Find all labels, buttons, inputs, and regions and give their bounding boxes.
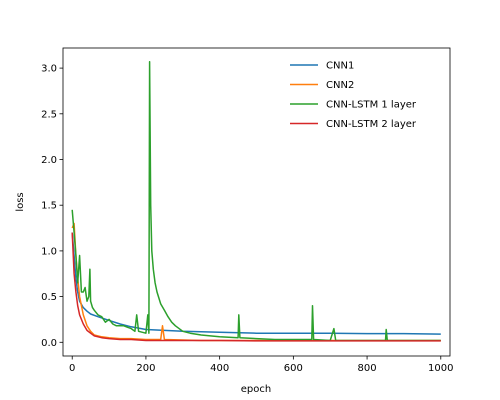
series-layer (71, 60, 441, 342)
x-axis-ticks: 0 200 400 600 800 1000 (69, 356, 454, 374)
legend: CNN1 CNN2 CNN-LSTM 1 layer CNN-LSTM 2 layer (290, 61, 417, 130)
x-tick-label: 600 (284, 363, 303, 374)
y-tick-label: 1.0 (41, 246, 57, 257)
legend-label-0: CNN1 (326, 61, 354, 72)
x-tick-label: 200 (136, 363, 155, 374)
series-line-2 (71, 60, 441, 342)
plot-area-frame (62, 47, 451, 357)
x-tick-label: 0 (69, 363, 75, 374)
y-tick-label: 2.0 (41, 155, 57, 166)
y-tick-label: 0.5 (41, 292, 57, 303)
y-tick-label: 1.5 (41, 201, 57, 212)
legend-label-1: CNN2 (326, 80, 354, 91)
y-axis-label: loss (15, 192, 26, 211)
x-tick-label: 400 (210, 363, 229, 374)
legend-label-2: CNN-LSTM 1 layer (326, 100, 417, 111)
x-tick-label: 800 (358, 363, 377, 374)
y-tick-label: 0.0 (41, 338, 57, 349)
legend-label-3: CNN-LSTM 2 layer (326, 119, 417, 130)
x-axis-label: epoch (241, 384, 271, 395)
y-axis-ticks: 0.0 0.5 1.0 1.5 2.0 2.5 3.0 (41, 64, 63, 349)
x-tick-label: 1000 (428, 363, 453, 374)
series-line-3 (71, 232, 441, 342)
y-tick-label: 2.5 (41, 109, 57, 120)
y-tick-label: 3.0 (41, 64, 57, 75)
